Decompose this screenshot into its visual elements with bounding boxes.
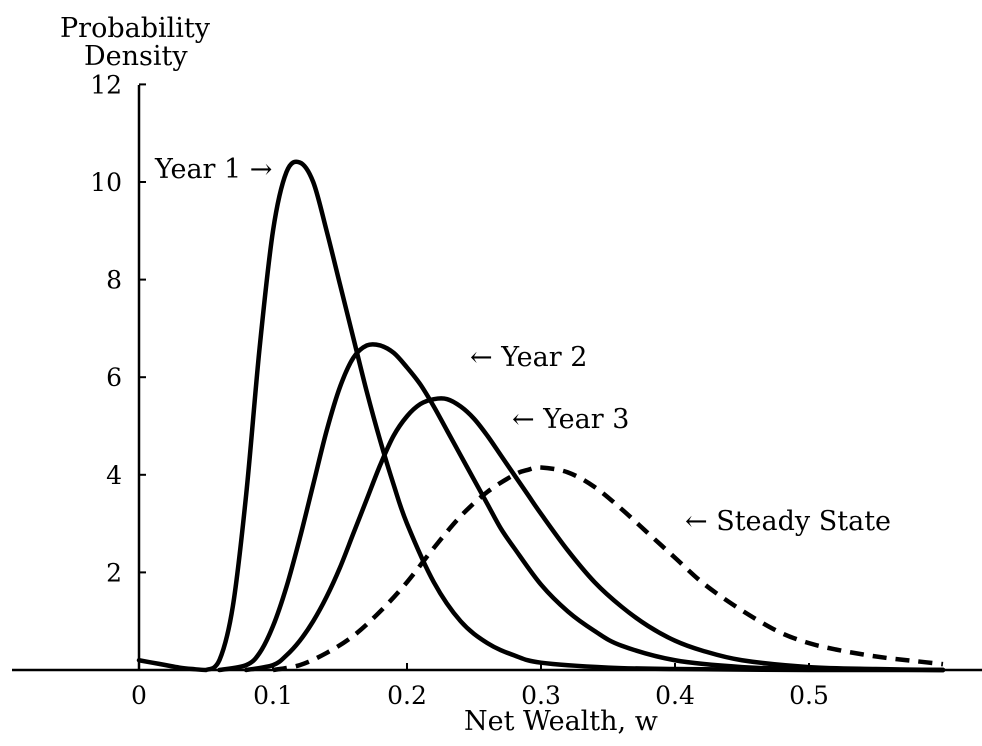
x-axis-title: Net Wealth, w bbox=[464, 706, 658, 737]
y-axis-title-line1: Probability bbox=[60, 13, 211, 44]
y-tick-label: 6 bbox=[106, 363, 122, 392]
y-tick-label: 8 bbox=[106, 266, 122, 295]
annotation-year-1: Year 1 → bbox=[154, 154, 272, 185]
y-tick-label: 12 bbox=[90, 70, 122, 99]
annotation-steady-state: ← Steady State bbox=[685, 506, 891, 537]
y-ticks: 2 4 6 8 10 12 bbox=[90, 70, 146, 587]
annotation-year-2: ← Year 2 bbox=[470, 342, 587, 373]
x-tick-label: 0.1 bbox=[253, 681, 293, 710]
y-tick-label: 2 bbox=[106, 558, 122, 587]
x-ticks: 0 0.1 0.2 0.3 0.4 0.5 bbox=[131, 663, 829, 710]
x-tick-label: 0.5 bbox=[789, 681, 829, 710]
x-tick-label: 0.2 bbox=[387, 681, 427, 710]
y-axis-title-line2: Density bbox=[84, 41, 188, 72]
x-tick-label: 0.3 bbox=[521, 681, 561, 710]
annotations: Year 1 → ← Year 2 ← Year 3 ← Steady Stat… bbox=[154, 154, 891, 537]
series-line-steady-state bbox=[272, 465, 944, 673]
x-tick-label: 0.4 bbox=[655, 681, 695, 710]
series-line-year-1 bbox=[136, 159, 946, 673]
series-line-year-2 bbox=[217, 342, 946, 673]
y-tick-label: 10 bbox=[90, 168, 122, 197]
annotation-year-3: ← Year 3 bbox=[512, 404, 629, 435]
series-group bbox=[136, 159, 946, 673]
y-tick-label: 4 bbox=[106, 461, 122, 490]
series-line-year-3 bbox=[243, 396, 946, 673]
x-tick-label: 0 bbox=[131, 681, 147, 710]
